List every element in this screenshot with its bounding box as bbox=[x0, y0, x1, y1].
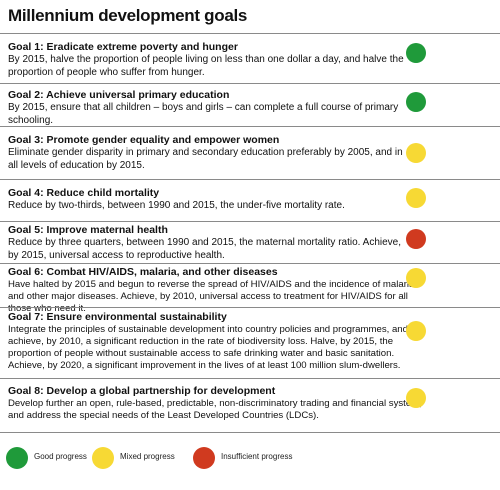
goal-4-row: Goal 4: Reduce child mortality Reduce by… bbox=[0, 179, 500, 217]
goal-8-description: Develop further an open, rule-based, pre… bbox=[8, 398, 422, 421]
legend-good-progress-icon bbox=[6, 447, 28, 469]
goal-2-status-good-progress-icon bbox=[406, 92, 426, 112]
goal-3-description: Eliminate gender disparity in primary an… bbox=[8, 147, 403, 171]
goal-8-title: Goal 8: Develop a global partnership for… bbox=[8, 385, 276, 397]
goal-7-row: Goal 7: Ensure environmental sustainabil… bbox=[0, 307, 500, 375]
goal-2-title: Goal 2: Achieve universal primary educat… bbox=[8, 89, 230, 101]
goal-1-description: By 2015, halve the proportion of people … bbox=[8, 54, 404, 78]
goal-5-status-insufficient-progress-icon bbox=[406, 229, 426, 249]
goal-4-description: Reduce by two-thirds, between 1990 and 2… bbox=[8, 200, 345, 211]
goal-1-title: Goal 1: Eradicate extreme poverty and hu… bbox=[8, 41, 238, 53]
goal-3-row: Goal 3: Promote gender equality and empo… bbox=[0, 126, 500, 176]
legend-insufficient-progress-label: Insufficient progress bbox=[221, 452, 293, 461]
goal-5-title: Goal 5: Improve maternal health bbox=[8, 224, 168, 236]
legend-good-progress-label: Good progress bbox=[34, 452, 87, 461]
goal-3-title: Goal 3: Promote gender equality and empo… bbox=[8, 134, 280, 146]
goal-2-description: By 2015, ensure that all children – boys… bbox=[8, 102, 399, 126]
goal-8-row: Goal 8: Develop a global partnership for… bbox=[0, 378, 500, 430]
legend-insufficient-progress-icon bbox=[193, 447, 215, 469]
legend-mixed-progress-icon bbox=[92, 447, 114, 469]
goal-6-description: Have halted by 2015 and begun to reverse… bbox=[8, 279, 415, 314]
goal-1-row: Goal 1: Eradicate extreme poverty and hu… bbox=[0, 33, 500, 79]
legend-mixed-progress-label: Mixed progress bbox=[120, 452, 175, 461]
goal-4-status-mixed-progress-icon bbox=[406, 188, 426, 208]
legend-divider bbox=[0, 432, 500, 433]
goal-6-title: Goal 6: Combat HIV/AIDS, malaria, and ot… bbox=[8, 266, 278, 278]
goal-8-status-mixed-progress-icon bbox=[406, 388, 426, 408]
goal-5-description: Reduce by three quarters, between 1990 a… bbox=[8, 237, 402, 261]
goal-7-description: Integrate the principles of sustainable … bbox=[8, 324, 408, 371]
goal-2-row: Goal 2: Achieve universal primary educat… bbox=[0, 83, 500, 126]
goal-6-row: Goal 6: Combat HIV/AIDS, malaria, and ot… bbox=[0, 263, 500, 314]
goal-7-title: Goal 7: Ensure environmental sustainabil… bbox=[8, 311, 227, 323]
page-title: Millennium development goals bbox=[8, 6, 248, 25]
goal-6-status-mixed-progress-icon bbox=[406, 268, 426, 288]
goal-7-status-mixed-progress-icon bbox=[406, 321, 426, 341]
goal-5-row: Goal 5: Improve maternal health Reduce b… bbox=[0, 221, 500, 261]
goal-3-status-mixed-progress-icon bbox=[406, 143, 426, 163]
goal-1-status-good-progress-icon bbox=[406, 43, 426, 63]
goal-4-title: Goal 4: Reduce child mortality bbox=[8, 187, 160, 199]
